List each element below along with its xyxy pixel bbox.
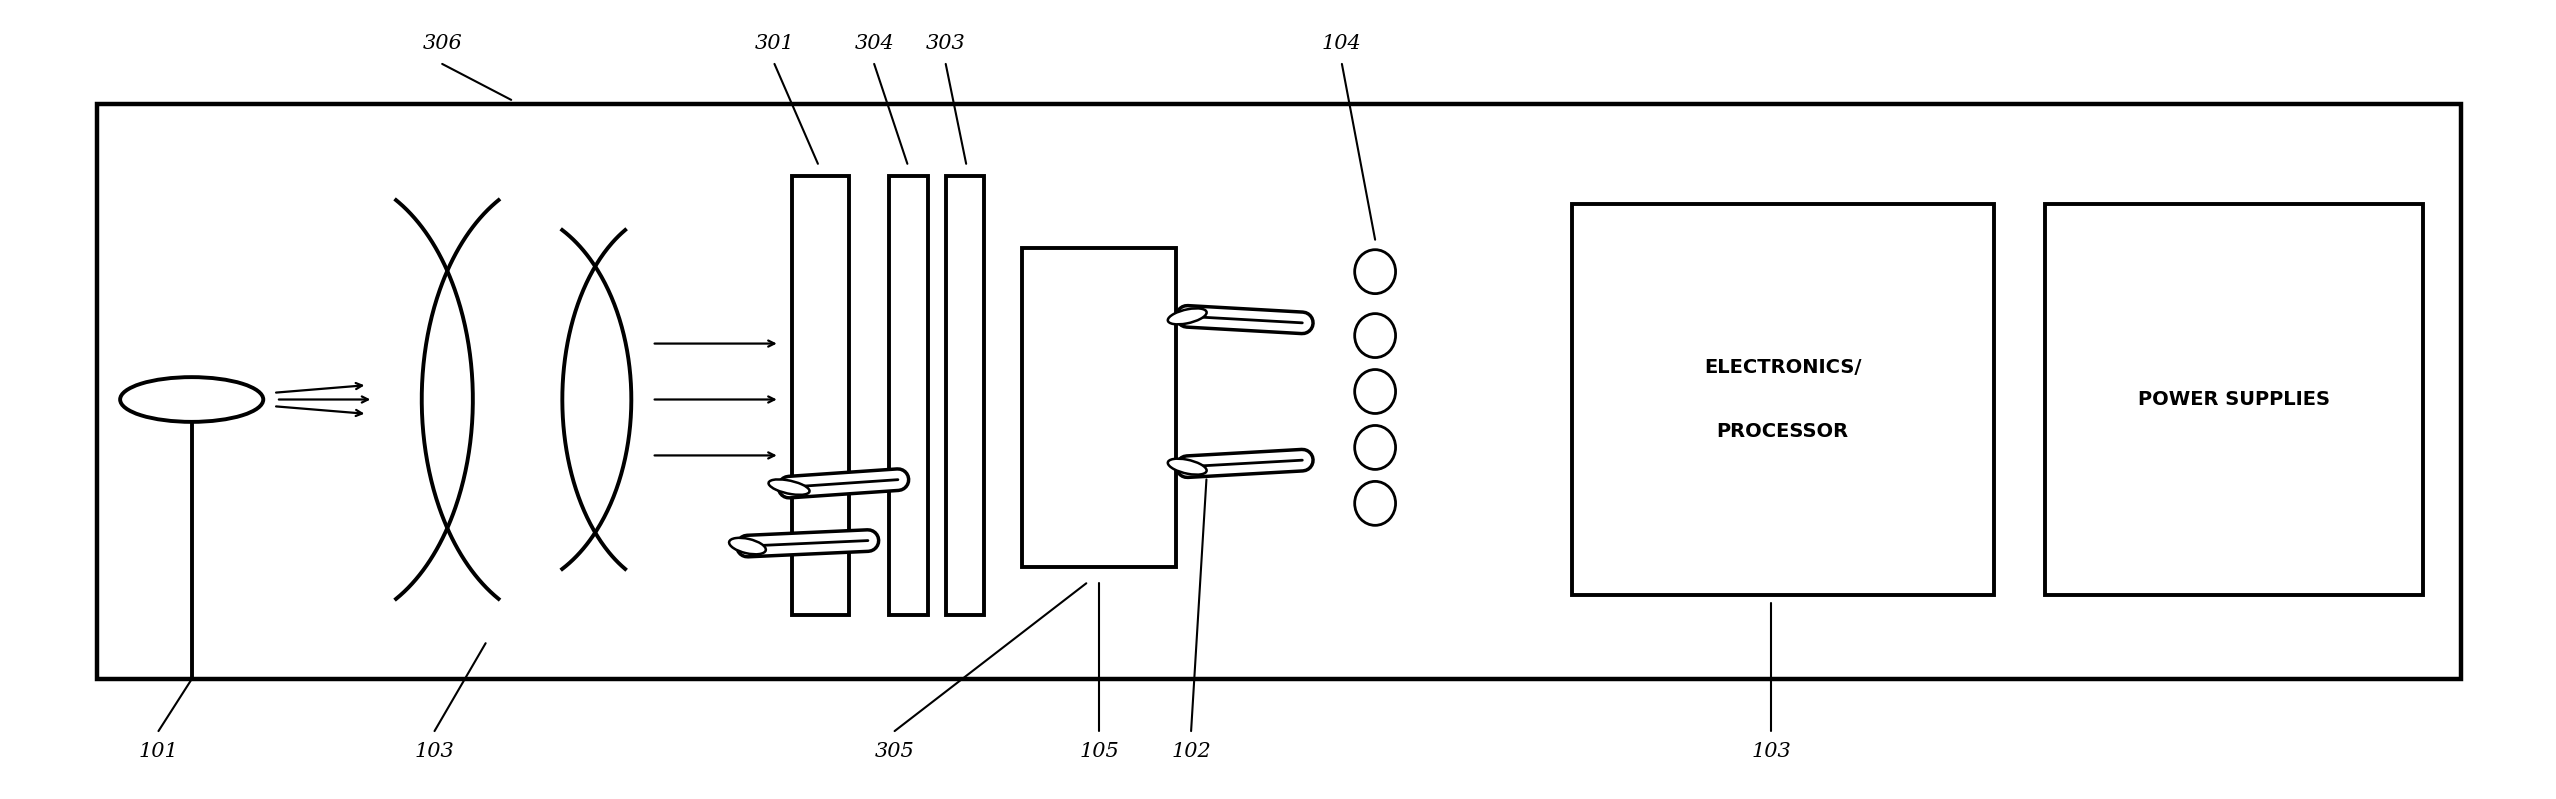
Text: 303: 303: [925, 34, 966, 54]
Ellipse shape: [728, 538, 767, 555]
Bar: [889, 176, 928, 615]
Text: 101: 101: [138, 741, 179, 761]
Bar: [1022, 248, 1176, 567]
Text: 103: 103: [1751, 741, 1792, 761]
Bar: [97, 104, 2461, 679]
Text: 305: 305: [874, 741, 915, 761]
Text: POWER SUPPLIES: POWER SUPPLIES: [2137, 390, 2331, 409]
Text: PROCESSOR: PROCESSOR: [1718, 422, 1848, 441]
Ellipse shape: [1168, 459, 1206, 475]
Text: 103: 103: [414, 741, 455, 761]
Text: 104: 104: [1321, 34, 1362, 54]
Bar: [1572, 204, 1994, 595]
Ellipse shape: [1168, 308, 1206, 324]
Ellipse shape: [769, 479, 810, 495]
Text: ELECTRONICS/: ELECTRONICS/: [1705, 358, 1861, 377]
Bar: [2045, 204, 2423, 595]
Bar: [946, 176, 984, 615]
Text: 304: 304: [854, 34, 895, 54]
Text: 105: 105: [1079, 741, 1120, 761]
Bar: [792, 176, 849, 615]
Text: 306: 306: [422, 34, 463, 54]
Text: 301: 301: [754, 34, 795, 54]
Text: 102: 102: [1171, 741, 1212, 761]
